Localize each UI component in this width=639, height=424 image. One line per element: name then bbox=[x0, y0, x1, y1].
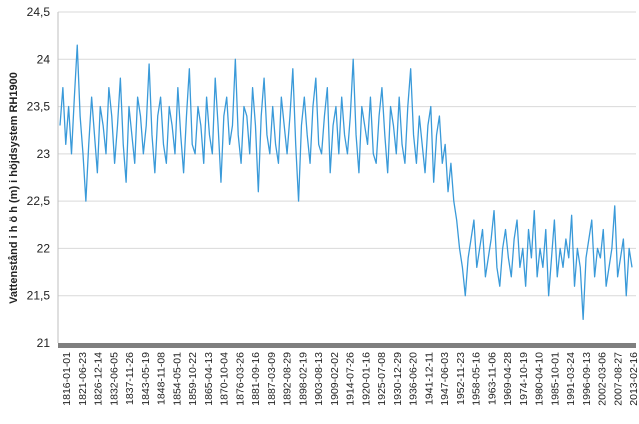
x-tick-label: 1854-05-01 bbox=[171, 352, 183, 406]
y-axis-ticks: 21 21,5 22 22,5 23 23,5 24 24,5 bbox=[27, 5, 51, 350]
x-axis-band bbox=[58, 343, 636, 348]
grid-lines bbox=[57, 11, 636, 343]
x-tick-label: 1963-11-06 bbox=[486, 352, 498, 405]
y-tick-label: 21 bbox=[37, 336, 51, 350]
x-tick-label: 1991-03-24 bbox=[565, 352, 577, 406]
x-tick-label: 1947-06-03 bbox=[439, 352, 451, 406]
x-tick-label: 1969-04-28 bbox=[502, 352, 514, 406]
x-tick-label: 1870-10-04 bbox=[219, 352, 231, 406]
x-tick-label: 1952-11-23 bbox=[455, 352, 467, 405]
x-tick-label: 1936-06-20 bbox=[408, 352, 420, 406]
x-tick-label: 1881-09-16 bbox=[250, 352, 262, 406]
x-axis-ticks: 1816-01-01 1821-06-23 1826-12-14 1832-06-05… bbox=[61, 352, 639, 406]
x-tick-label: 1920-01-16 bbox=[360, 352, 372, 406]
x-tick-label: 2007-08-27 bbox=[612, 352, 624, 406]
x-tick-label: 1930-12-29 bbox=[392, 352, 404, 406]
x-tick-label: 1892-08-29 bbox=[282, 352, 294, 406]
x-tick-label: 1996-09-13 bbox=[581, 352, 593, 406]
x-tick-label: 1980-04-10 bbox=[534, 352, 546, 406]
x-tick-label: 1876-03-26 bbox=[234, 352, 246, 406]
x-tick-label: 1816-01-01 bbox=[61, 352, 73, 406]
y-tick-label: 24,5 bbox=[27, 5, 51, 19]
x-tick-label: 1958-05-16 bbox=[471, 352, 483, 406]
x-tick-label: 1843-05-19 bbox=[140, 352, 152, 406]
y-tick-label: 21,5 bbox=[27, 289, 51, 303]
y-tick-label: 22,5 bbox=[27, 194, 51, 208]
x-tick-label: 1903-08-13 bbox=[313, 352, 325, 406]
x-tick-label: 1985-10-01 bbox=[549, 352, 561, 406]
series-layer bbox=[59, 44, 633, 321]
x-tick-label: 2013-02-16 bbox=[628, 352, 639, 406]
x-tick-label: 1898-02-19 bbox=[297, 352, 309, 406]
y-tick-label: 24 bbox=[37, 52, 51, 66]
x-tick-label: 1914-07-26 bbox=[345, 352, 357, 406]
x-tick-label: 2002-03-06 bbox=[597, 352, 609, 406]
y-tick-label: 23 bbox=[37, 147, 51, 161]
x-tick-label: 1887-03-09 bbox=[266, 352, 278, 406]
x-tick-label: 1859-10-22 bbox=[187, 352, 199, 406]
y-tick-label: 23,5 bbox=[27, 100, 51, 114]
x-tick-label: 1865-04-13 bbox=[203, 352, 215, 406]
x-tick-label: 1909-02-02 bbox=[329, 352, 341, 406]
x-tick-label: 1941-12-11 bbox=[423, 352, 435, 405]
x-tick-label: 1974-10-19 bbox=[518, 352, 530, 406]
x-tick-label: 1848-11-08 bbox=[156, 352, 168, 405]
series-line bbox=[59, 44, 633, 321]
x-tick-label: 1826-12-14 bbox=[93, 352, 105, 406]
y-axis-label: Vattenstånd i h ö h (m) i höjdsystem RH1… bbox=[8, 72, 20, 304]
x-tick-label: 1821-06-23 bbox=[77, 352, 89, 406]
x-tick-label: 1837-11-26 bbox=[124, 352, 136, 405]
x-tick-label: 1925-07-08 bbox=[376, 352, 388, 406]
x-tick-label: 1832-06-05 bbox=[108, 352, 120, 406]
y-tick-label: 22 bbox=[37, 241, 51, 255]
